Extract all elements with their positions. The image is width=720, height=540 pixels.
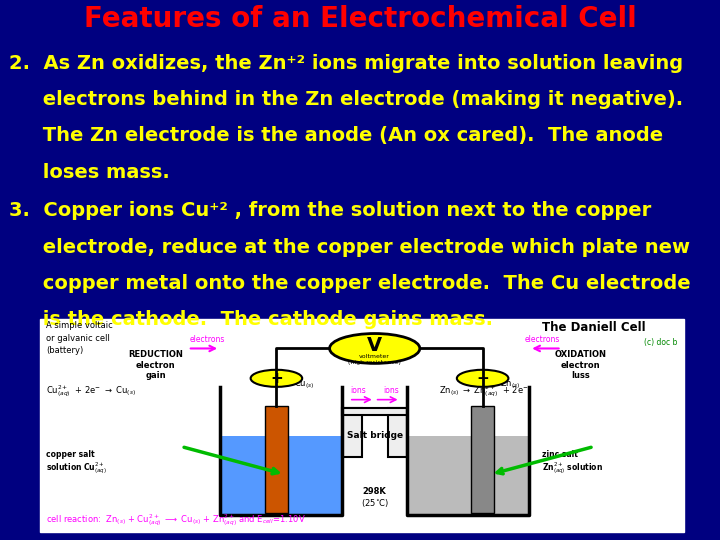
- Text: (25$^{\circ}$C): (25$^{\circ}$C): [361, 497, 389, 509]
- Text: Cu$^{2\!+}_{(aq)}$  + 2e$^{-}$ $\rightarrow$ Cu$_{(s)}$: Cu$^{2\!+}_{(aq)}$ + 2e$^{-}$ $\rightarr…: [46, 383, 136, 399]
- Text: electrode, reduce at the copper electrode which plate new: electrode, reduce at the copper electrod…: [9, 238, 690, 256]
- Text: ions: ions: [383, 387, 399, 395]
- Text: zinc salt: zinc salt: [542, 450, 578, 459]
- Text: solution Cu$^{2+}_{(aq)}$: solution Cu$^{2+}_{(aq)}$: [46, 460, 107, 476]
- Text: loses mass.: loses mass.: [9, 163, 169, 181]
- Text: The Zn electrode is the anode (An ox cared).  The anode: The Zn electrode is the anode (An ox car…: [9, 126, 663, 145]
- Text: electrons: electrons: [525, 335, 560, 344]
- Text: gain: gain: [145, 372, 166, 380]
- Text: OXIDATION: OXIDATION: [555, 350, 607, 359]
- Text: A simple voltaic: A simple voltaic: [46, 321, 113, 330]
- Bar: [220, 436, 343, 515]
- Circle shape: [330, 334, 420, 363]
- Bar: [472, 406, 494, 512]
- Text: (battery): (battery): [46, 346, 84, 355]
- Circle shape: [251, 370, 302, 387]
- Text: 2.  As Zn oxidizes, the Zn⁺² ions migrate into solution leaving: 2. As Zn oxidizes, the Zn⁺² ions migrate…: [9, 54, 683, 73]
- Text: 3.  Copper ions Cu⁺² , from the solution next to the copper: 3. Copper ions Cu⁺² , from the solution …: [9, 201, 651, 220]
- Text: Zn$^{2+}_{(aq)}$ solution: Zn$^{2+}_{(aq)}$ solution: [542, 460, 603, 476]
- Bar: [40, 319, 684, 532]
- Text: copper metal onto the copper electrode.  The Cu electrode: copper metal onto the copper electrode. …: [9, 274, 690, 293]
- Text: V: V: [367, 336, 382, 355]
- Text: Features of an Electrochemical Cell: Features of an Electrochemical Cell: [84, 5, 636, 33]
- Bar: [343, 408, 362, 457]
- Text: REDUCTION: REDUCTION: [128, 350, 183, 359]
- Text: Zn$_{(s)}$ $\rightarrow$ Zn$^{2+}_{(aq)}$  + 2e$^{-}$: Zn$_{(s)}$ $\rightarrow$ Zn$^{2+}_{(aq)}…: [439, 383, 529, 399]
- Text: −: −: [476, 371, 489, 386]
- Text: +: +: [270, 371, 283, 386]
- Text: is the cathode.  The cathode gains mass.: is the cathode. The cathode gains mass.: [9, 310, 492, 329]
- Text: or galvanic cell: or galvanic cell: [46, 334, 110, 342]
- Text: cell reaction:  Zn$_{(s)}$ + Cu$^{2+}_{(aq)}$ $\longrightarrow$ Cu$_{(s)}$ + Zn$: cell reaction: Zn$_{(s)}$ + Cu$^{2+}_{(a…: [46, 512, 306, 528]
- Text: Salt bridge: Salt bridge: [346, 431, 402, 441]
- Text: electron: electron: [136, 361, 176, 370]
- Text: electrons behind in the Zn electrode (making it negative).: electrons behind in the Zn electrode (ma…: [9, 90, 683, 109]
- Bar: [387, 408, 407, 457]
- Circle shape: [457, 370, 508, 387]
- Bar: [343, 408, 407, 415]
- Text: Zn$_{(s)}$: Zn$_{(s)}$: [500, 377, 521, 392]
- Bar: [265, 406, 288, 512]
- Text: voltmeter
(high resistance): voltmeter (high resistance): [348, 354, 401, 364]
- Text: copper salt: copper salt: [46, 450, 94, 459]
- Bar: [407, 436, 529, 515]
- Text: luss: luss: [572, 372, 590, 380]
- Text: 298K: 298K: [363, 487, 387, 496]
- Text: The Daniell Cell: The Daniell Cell: [542, 321, 646, 334]
- Text: (c) doc b: (c) doc b: [644, 338, 678, 347]
- Text: ions: ions: [351, 387, 366, 395]
- Text: Cu$_{(s)}$: Cu$_{(s)}$: [294, 377, 315, 392]
- Text: electrons: electrons: [189, 335, 225, 344]
- Text: electron: electron: [561, 361, 600, 370]
